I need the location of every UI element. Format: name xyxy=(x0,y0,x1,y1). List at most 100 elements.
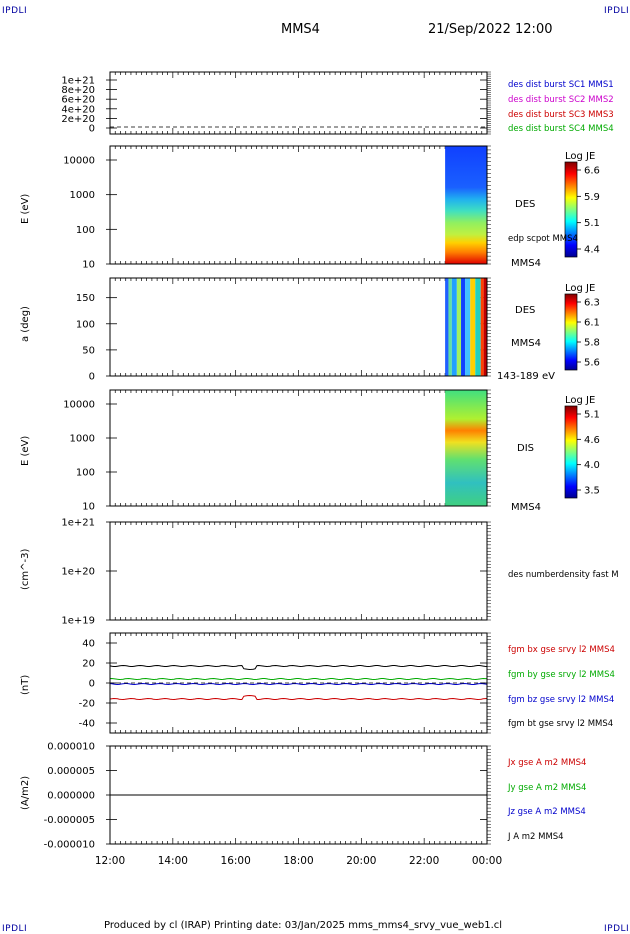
colorbar xyxy=(564,405,578,499)
legend-sc3: des dist burst SC3 MMS3 xyxy=(508,110,614,120)
y-tick-label: 10 xyxy=(82,502,95,513)
colorbar-tick-label: 5.6 xyxy=(584,358,600,369)
colorbar-title-3: Log JE xyxy=(565,395,596,406)
colorbar-tick-label: 5.1 xyxy=(584,410,600,421)
y-tick-label: 1e+20 xyxy=(61,567,95,578)
colorbar xyxy=(564,161,578,258)
corner-logo-bottom-right: IPDLI xyxy=(604,924,630,934)
y-tick-label: 0.000005 xyxy=(47,766,95,777)
side-label-dis: DIS xyxy=(517,443,534,454)
colorbar-title-2: Log JE xyxy=(565,283,596,294)
ylabel-dis-energy: E (eV) xyxy=(20,435,31,466)
fgm-trace xyxy=(109,682,488,686)
panel-frame xyxy=(109,521,488,621)
spacecraft-title: MMS4 xyxy=(281,22,320,37)
y-tick-label: 10 xyxy=(82,260,95,271)
y-tick-label: 100 xyxy=(76,225,95,236)
side-label-energy-range: 143-189 eV xyxy=(497,371,555,382)
legend-jz: Jz gse A m2 MMS4 xyxy=(508,807,586,817)
x-tick-label: 16:00 xyxy=(221,855,251,867)
des-pitch-stripe xyxy=(448,278,452,376)
fgm-trace xyxy=(109,677,488,681)
panel-frame xyxy=(109,632,488,734)
colorbar-tick-label: 4.6 xyxy=(584,435,600,446)
y-tick-label: 150 xyxy=(76,293,95,304)
y-tick-label: 50 xyxy=(82,345,95,356)
ylabel-field: (nT) xyxy=(20,674,31,695)
colorbar-tick-label: 6.3 xyxy=(584,298,600,309)
y-tick-label: 0.000010 xyxy=(47,742,95,753)
colorbar-tick-label: 4.0 xyxy=(584,460,600,471)
legend-sc2: des dist burst SC2 MMS2 xyxy=(508,95,614,105)
corner-logo-top-right: IPDLI xyxy=(604,6,630,16)
legend-sc1: des dist burst SC1 MMS1 xyxy=(508,80,614,90)
x-tick-label: 22:00 xyxy=(409,855,439,867)
y-tick-label: 2e+20 xyxy=(61,114,95,125)
y-tick-label: 10000 xyxy=(63,400,95,411)
panel-frame xyxy=(109,745,488,845)
x-tick-label: 18:00 xyxy=(283,855,313,867)
x-tick-label: 20:00 xyxy=(346,855,376,867)
y-tick-label: -0.000010 xyxy=(44,840,95,851)
y-tick-label: 1000 xyxy=(70,190,95,201)
y-tick-label: 0 xyxy=(89,124,95,135)
y-tick-label: 8e+20 xyxy=(61,85,95,96)
y-tick-label: 0 xyxy=(89,679,95,690)
colorbar xyxy=(564,293,578,371)
y-tick-label: 1e+21 xyxy=(61,76,95,87)
ylabel-density: (cm^-3) xyxy=(20,548,31,590)
y-tick-label: -20 xyxy=(79,699,95,710)
fgm-trace xyxy=(109,664,488,671)
des-pitch-stripe xyxy=(451,278,457,376)
y-tick-label: -40 xyxy=(79,719,95,730)
fgm-trace xyxy=(109,694,488,701)
des-pitch-stripe xyxy=(470,278,476,376)
ylabel-current: (A/m2) xyxy=(20,775,31,810)
des-pitch-stripe xyxy=(480,278,484,376)
datetime-title: 21/Sep/2022 12:00 xyxy=(428,22,553,37)
side-label-des: DES xyxy=(515,199,536,210)
y-tick-label: 100 xyxy=(76,319,95,330)
des-pitch-stripe xyxy=(461,278,466,376)
y-tick-label: 10000 xyxy=(63,156,95,167)
colorbar-tick-label: 5.8 xyxy=(584,338,600,349)
legend-density: des numberdensity fast M xyxy=(508,570,619,580)
legend-sc4: des dist burst SC4 MMS4 xyxy=(508,124,614,134)
y-tick-label: 1e+19 xyxy=(61,616,95,627)
panel-frame xyxy=(109,71,488,135)
colorbar-tick-label: 5.1 xyxy=(584,218,600,229)
y-tick-label: 0.000000 xyxy=(47,791,95,802)
legend-j: J A m2 MMS4 xyxy=(508,832,564,842)
x-tick-label: 14:00 xyxy=(158,855,188,867)
colorbar-tick-label: 6.6 xyxy=(584,166,600,177)
y-tick-label: 20 xyxy=(82,659,95,670)
y-tick-label: -0.000005 xyxy=(44,815,95,826)
y-tick-label: 1e+21 xyxy=(61,518,95,529)
colorbar-tick-label: 3.5 xyxy=(584,486,600,497)
colorbar-tick-label: 4.4 xyxy=(584,245,600,256)
legend-bt: fgm bt gse srvy l2 MMS4 xyxy=(508,719,614,729)
x-tick-label: 00:00 xyxy=(472,855,502,867)
legend-jx: Jx gse A m2 MMS4 xyxy=(508,758,587,768)
y-tick-label: 100 xyxy=(76,468,95,479)
legend-jy: Jy gse A m2 MMS4 xyxy=(508,783,587,793)
y-tick-label: 6e+20 xyxy=(61,95,95,106)
ylabel-des-pitch: a (deg) xyxy=(20,306,31,342)
des-pitch-stripe xyxy=(445,278,449,376)
des-energy-spectrogram xyxy=(445,146,487,264)
panel-frame xyxy=(109,145,488,265)
legend-bz: fgm bz gse srvy l2 MMS4 xyxy=(508,695,615,705)
des-pitch-stripe xyxy=(465,278,471,376)
x-tick-label: 12:00 xyxy=(95,855,125,867)
dis-energy-spectrogram xyxy=(445,390,487,506)
ylabel-des-energy: E (eV) xyxy=(20,193,31,224)
panel-frame xyxy=(109,389,488,507)
side-label-scpot: edp scpot MMS4 xyxy=(508,234,578,244)
footer-credits: Produced by cl (IRAP) Printing date: 03/… xyxy=(104,920,503,931)
panel-frame xyxy=(109,277,488,377)
y-tick-label: 4e+20 xyxy=(61,104,95,115)
legend-by: fgm by gse srvy l2 MMS4 xyxy=(508,670,615,680)
colorbar-tick-label: 6.1 xyxy=(584,318,600,329)
y-tick-label: 40 xyxy=(82,639,95,650)
